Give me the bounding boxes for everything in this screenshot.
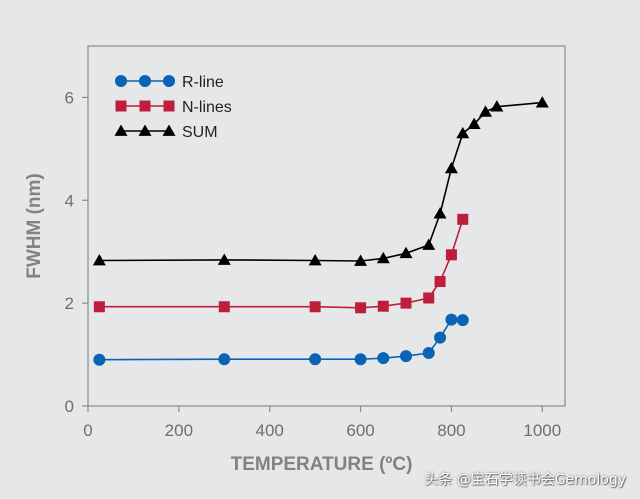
axis-ticks: 0 200 400 600 800 1000 0 2 4 6 (65, 88, 562, 440)
series-r-line (93, 313, 469, 366)
series-sum (92, 96, 549, 266)
legend-marker (162, 124, 176, 136)
y-tick-label: 4 (65, 191, 74, 210)
watermark: 头条 @宝石学读书会Gemology (424, 472, 626, 488)
data-point-r-line (218, 353, 231, 366)
x-tick-label: 0 (83, 421, 92, 440)
data-point-sum (479, 105, 492, 117)
data-point-sum (376, 251, 390, 264)
y-tick-label: 0 (65, 397, 74, 416)
legend-marker (163, 75, 175, 87)
data-point-sum (217, 253, 231, 265)
x-tick-label: 1000 (523, 421, 561, 440)
data-point-sum (308, 253, 322, 266)
data-point-n-lines (377, 300, 389, 312)
legend-label: R-line (182, 74, 224, 91)
data-point-sum (422, 238, 436, 250)
data-point-r-line (456, 314, 469, 327)
x-tick-label: 400 (256, 421, 284, 440)
series-line-r-line (99, 318, 463, 361)
data-point-r-line (434, 331, 447, 344)
data-point-r-line (93, 353, 106, 366)
data-point-sum (444, 161, 458, 174)
x-tick-label: 200 (165, 421, 193, 440)
series-line-n-lines (99, 219, 464, 309)
data-point-n-lines (434, 276, 446, 288)
series-layer (92, 96, 549, 366)
data-point-r-line (422, 347, 435, 360)
legend-item-n-lines: N-lines (115, 99, 232, 116)
data-point-r-line (354, 353, 367, 366)
legend-label: SUM (182, 124, 218, 141)
data-point-n-lines (445, 249, 457, 261)
plot-area-border (87, 45, 566, 407)
data-point-sum (456, 126, 470, 139)
data-point-sum (354, 254, 368, 266)
data-point-n-lines (400, 297, 412, 309)
data-point-r-line (445, 313, 458, 326)
y-tick-label: 6 (65, 88, 74, 107)
data-point-n-lines (218, 301, 230, 313)
series-n-lines (93, 213, 469, 314)
data-point-n-lines (457, 213, 469, 225)
legend-item-r-line: R-line (115, 74, 224, 91)
data-point-n-lines (309, 301, 321, 313)
data-point-sum (92, 253, 106, 266)
x-axis-title: TEMPERATURE (ºC) (231, 454, 413, 475)
data-point-n-lines (355, 302, 367, 314)
legend-marker (115, 75, 127, 87)
data-point-r-line (309, 353, 322, 366)
y-axis-title: FWHM (nm) (24, 173, 45, 279)
x-tick-label: 600 (346, 421, 374, 440)
x-tick-label: 800 (437, 421, 465, 440)
legend-marker (139, 75, 151, 87)
data-point-r-line (400, 350, 412, 363)
legend-marker (138, 124, 152, 136)
data-point-n-lines (93, 301, 105, 313)
legend-item-sum: SUM (114, 124, 218, 141)
y-tick-label: 2 (65, 294, 74, 313)
data-point-sum (433, 207, 447, 219)
legend-label: N-lines (182, 99, 232, 116)
legend: R-line N-lines SUM (114, 74, 232, 141)
data-point-n-lines (423, 292, 435, 304)
legend-marker (114, 124, 128, 136)
data-point-sum (490, 100, 504, 112)
data-point-r-line (377, 352, 390, 365)
data-point-sum (535, 96, 549, 108)
data-point-sum (399, 246, 413, 259)
legend-marker (139, 100, 151, 112)
plot-frame (87, 45, 566, 407)
legend-marker (115, 100, 127, 112)
legend-marker (163, 100, 175, 112)
data-point-sum (467, 117, 481, 130)
